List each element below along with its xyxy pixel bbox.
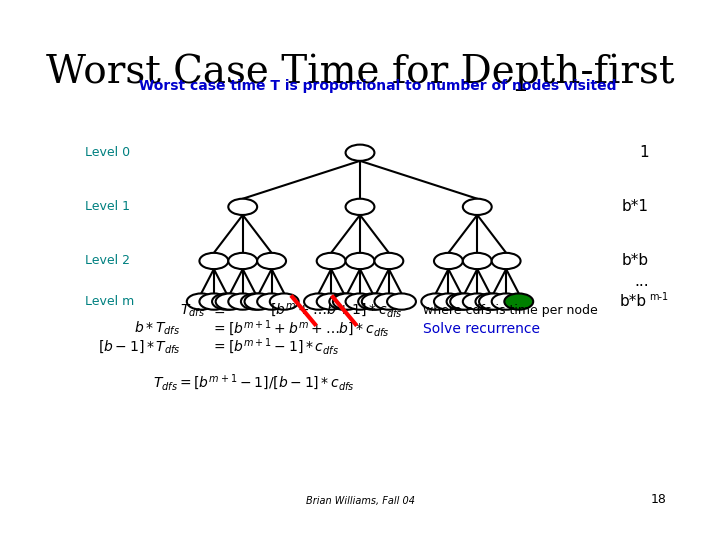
Text: Brian Williams, Fall 04: Brian Williams, Fall 04	[305, 496, 415, 507]
Ellipse shape	[329, 293, 358, 310]
Ellipse shape	[199, 253, 228, 269]
Text: b*b: b*b	[621, 253, 649, 268]
Ellipse shape	[479, 293, 508, 310]
Text: $[b^{m} + \ldots b + 1]*c_{dfs}$: $[b^{m} + \ldots b + 1]*c_{dfs}$	[270, 302, 402, 320]
Text: $T_{dfs} = [b^{m+1} - 1] / [b - 1] *c_{dfs}$: $T_{dfs} = [b^{m+1} - 1] / [b - 1] *c_{d…	[153, 373, 354, 393]
Text: Worst case time T is proportional to number of nodes visited: Worst case time T is proportional to num…	[139, 79, 617, 93]
Text: Level 2: Level 2	[85, 254, 130, 267]
Ellipse shape	[446, 293, 475, 310]
Ellipse shape	[333, 293, 362, 310]
Ellipse shape	[387, 293, 416, 310]
Ellipse shape	[317, 253, 346, 269]
Text: $b * T_{dfs}$: $b * T_{dfs}$	[135, 320, 181, 338]
Text: Solve recurrence: Solve recurrence	[423, 322, 540, 336]
Text: 1: 1	[639, 145, 649, 160]
Text: b*b: b*b	[620, 294, 647, 309]
Ellipse shape	[270, 293, 299, 310]
Text: Level 1: Level 1	[85, 200, 130, 213]
Text: $= [b^{m+1} - 1]*c_{dfs}$: $= [b^{m+1} - 1]*c_{dfs}$	[211, 336, 339, 357]
Ellipse shape	[450, 293, 479, 310]
Ellipse shape	[317, 293, 346, 310]
Ellipse shape	[241, 293, 270, 310]
Ellipse shape	[492, 253, 521, 269]
Ellipse shape	[245, 293, 274, 310]
Ellipse shape	[199, 293, 228, 310]
Ellipse shape	[434, 253, 463, 269]
Text: ...: ...	[634, 274, 649, 289]
Text: $[b - 1] * T_{dfs}$: $[b - 1] * T_{dfs}$	[99, 338, 181, 355]
Ellipse shape	[362, 293, 391, 310]
Ellipse shape	[346, 293, 374, 310]
Ellipse shape	[504, 293, 534, 310]
Ellipse shape	[358, 293, 387, 310]
Text: m-1: m-1	[649, 292, 669, 302]
Ellipse shape	[492, 293, 521, 310]
Text: $=$: $=$	[211, 303, 226, 318]
Text: b*1: b*1	[621, 199, 649, 214]
Ellipse shape	[257, 293, 286, 310]
Ellipse shape	[228, 293, 257, 310]
Text: 18: 18	[651, 494, 667, 507]
Text: $= [b^{m+1} + b^{m} + \ldots b]*c_{dfs}$: $= [b^{m+1} + b^{m} + \ldots b]*c_{dfs}$	[211, 319, 390, 339]
Text: $T_{dfs}$: $T_{dfs}$	[179, 302, 204, 319]
Ellipse shape	[257, 253, 286, 269]
Ellipse shape	[186, 293, 216, 310]
Ellipse shape	[475, 293, 504, 310]
Ellipse shape	[346, 199, 374, 215]
Ellipse shape	[216, 293, 245, 310]
Text: Level 0: Level 0	[85, 146, 130, 159]
Text: where cdfs is time per node: where cdfs is time per node	[423, 304, 598, 317]
Ellipse shape	[374, 253, 403, 269]
Text: Worst Case Time for Depth-first: Worst Case Time for Depth-first	[46, 53, 674, 91]
Ellipse shape	[228, 253, 257, 269]
Ellipse shape	[374, 293, 403, 310]
Ellipse shape	[463, 253, 492, 269]
Ellipse shape	[304, 293, 333, 310]
Ellipse shape	[346, 253, 374, 269]
Ellipse shape	[434, 293, 463, 310]
Ellipse shape	[463, 293, 492, 310]
Ellipse shape	[421, 293, 450, 310]
Ellipse shape	[463, 199, 492, 215]
Ellipse shape	[212, 293, 241, 310]
Text: Level m: Level m	[85, 295, 134, 308]
Ellipse shape	[346, 145, 374, 161]
Ellipse shape	[228, 199, 257, 215]
